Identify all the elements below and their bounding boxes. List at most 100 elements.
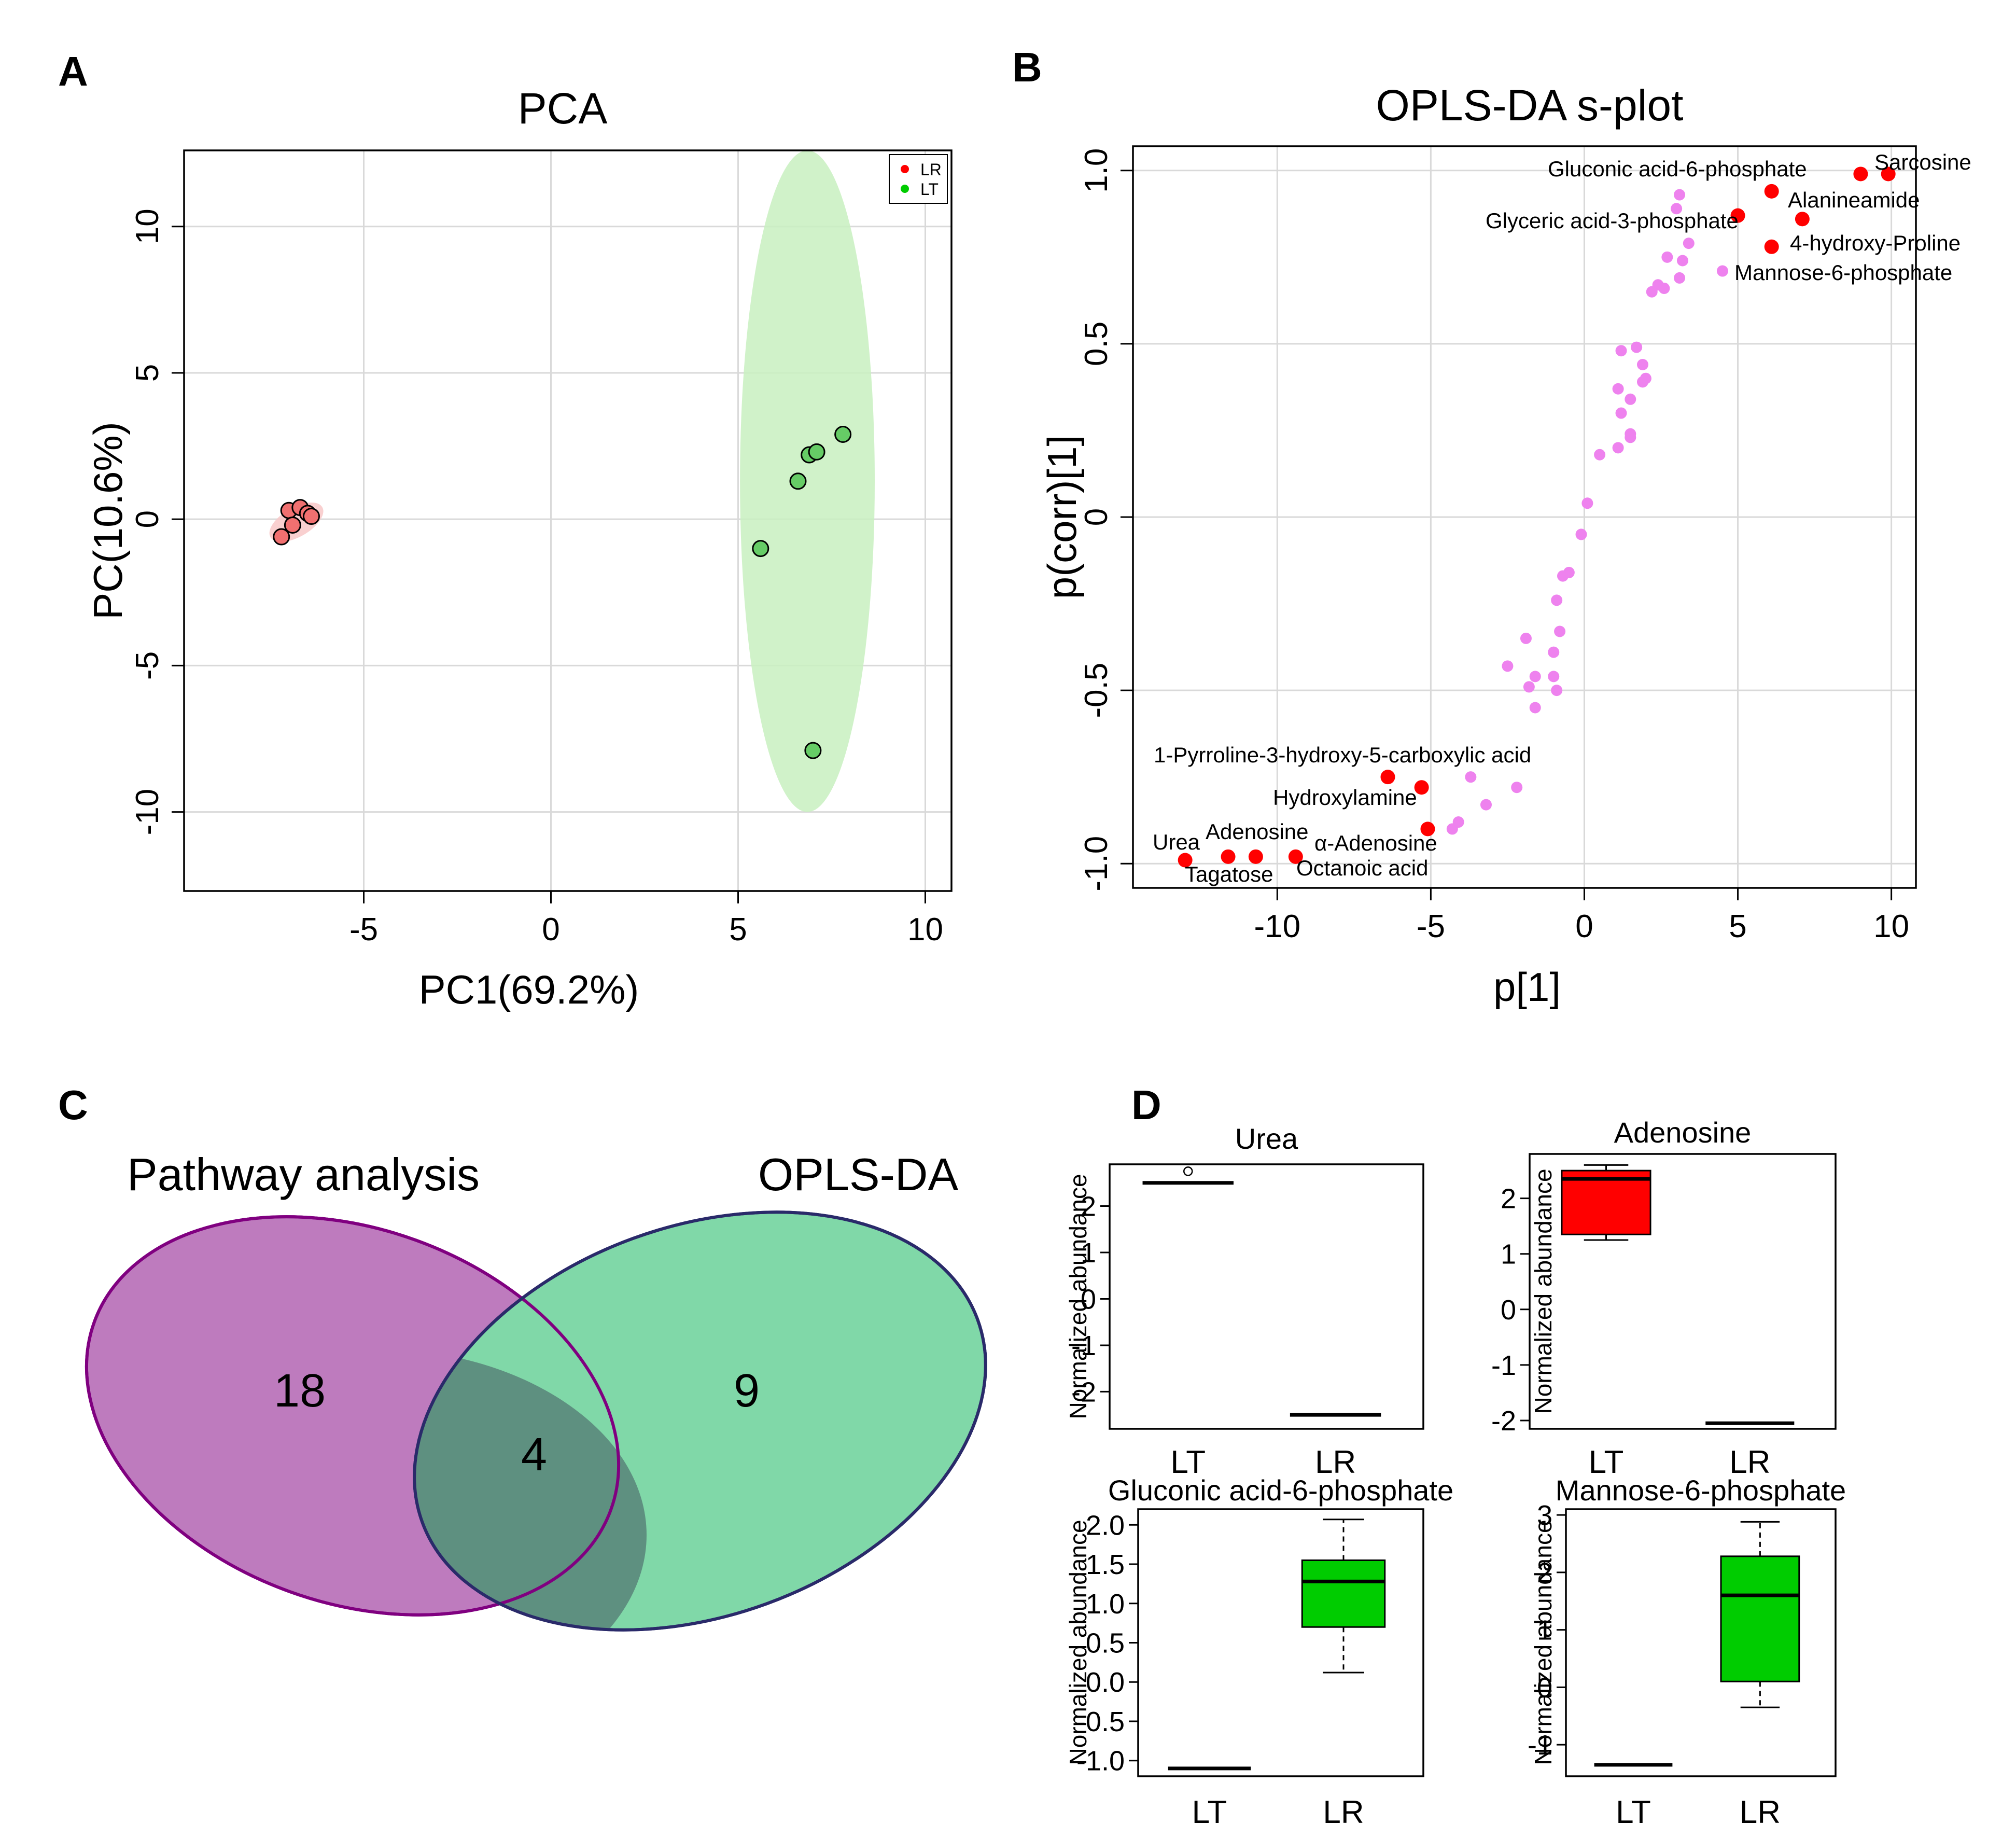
- splot-bg-point-38: [1480, 799, 1492, 811]
- label-4-hydroxy-proline: 4-hydroxy-Proline: [1790, 231, 1961, 255]
- panel-label-b: B: [1012, 44, 1042, 90]
- pca-title: PCA: [518, 84, 608, 133]
- box-adenosine-category-lt: LT: [1589, 1444, 1624, 1480]
- splot-bg-point-26: [1551, 594, 1563, 606]
- box-mannose-6-phosphate-ytick-label-4: -1: [1528, 1730, 1552, 1761]
- label-alpha-adenosine: α-Adenosine: [1314, 831, 1437, 855]
- pca-point-lr-5: [273, 528, 290, 546]
- venn-set-b-title: OPLS-DA: [758, 1149, 959, 1200]
- splot-bg-point-37: [1511, 782, 1523, 793]
- box-gluconic-acid-6-phosphate-category-lr: LR: [1323, 1794, 1364, 1830]
- splot-bg-point-9: [1646, 286, 1658, 298]
- splot-bg-point-11: [1615, 345, 1627, 357]
- label-tagatose: Tagatose: [1185, 862, 1273, 886]
- splot-bg-point-5: [1674, 272, 1686, 284]
- pca-xtick-label--5: -5: [349, 912, 378, 948]
- pca-ytick-label--10: -10: [130, 789, 165, 836]
- box-gluconic-acid-6-phosphate-ytick-label-6: -1.0: [1076, 1746, 1125, 1777]
- label-urea: Urea: [1153, 830, 1200, 854]
- splot-point-4-hydroxy-proline: [1795, 212, 1810, 227]
- venn-count-pathway-only: 18: [274, 1365, 326, 1417]
- splot-ytick-label-3: 0.5: [1079, 322, 1114, 366]
- pca-point-lr-4: [284, 516, 301, 534]
- venn-ellipse-pathway-outline: [85, 1215, 621, 1617]
- splot-grid: [1133, 146, 1916, 888]
- splot-ytick-label-1: -0.5: [1079, 663, 1114, 718]
- pca-plot-frame: [183, 149, 953, 892]
- box-adenosine-y-axis-label: Normalized abundance: [1530, 1168, 1557, 1414]
- pca-point-lt-1: [789, 472, 807, 490]
- legend-lr-marker: [901, 165, 909, 173]
- splot-bg-point-12: [1636, 358, 1648, 370]
- box-adenosine-ytick-label-2: 0: [1501, 1294, 1516, 1326]
- splot-point-glyceric-acid-3-phosphate: [1730, 208, 1745, 223]
- splot-bg-point-36: [1465, 771, 1477, 783]
- splot-bg-point-23: [1575, 528, 1587, 540]
- splot-point-urea: [1178, 853, 1193, 868]
- box-urea-ytick-label-0: 2: [1081, 1191, 1096, 1222]
- splot-point-gluconic-acid-6-phosphate: [1853, 166, 1868, 182]
- box-urea-category-lr: LR: [1315, 1444, 1356, 1480]
- venn-ellipse-oplsda-outline: [413, 1210, 987, 1632]
- box-mannose-6-phosphate-category-lr: LR: [1740, 1794, 1781, 1830]
- splot-chart: OPLS-DA s-plot -10 -5 0 5 10-1.0-0.500.51.0 …: [1039, 81, 1971, 1010]
- box-urea-y-axis-label: Normalized abundance: [1065, 1174, 1091, 1419]
- pca-xtick-label-0: 0: [542, 912, 559, 948]
- splot-bg-point-19: [1625, 431, 1636, 443]
- box-adenosine-ytick-label-3: -1: [1491, 1350, 1516, 1381]
- splot-bg-point-22: [1581, 497, 1593, 509]
- splot-bg-point-15: [1612, 383, 1624, 395]
- pca-points: [273, 425, 852, 759]
- splot-bg-point-10: [1631, 341, 1643, 353]
- panel-label-a: A: [58, 48, 88, 94]
- splot-ticks: -10 -5 0 5 10 -1.0 -0.5 0 0.5 1.0: [1079, 148, 1909, 944]
- splot-ytick-label-0: -1.0: [1079, 836, 1114, 892]
- box-mannose-6-phosphate-box-lr: [1720, 1555, 1800, 1682]
- panel-label-d: D: [1131, 1082, 1161, 1128]
- venn-intersection: [414, 1348, 647, 1630]
- splot-bg-point-30: [1502, 660, 1514, 672]
- splot-x-axis-label: p[1]: [1493, 964, 1561, 1010]
- splot-ytick-label-2: 0: [1079, 508, 1114, 526]
- box-mannose-6-phosphate-ytick-label-0: 3: [1537, 1500, 1552, 1531]
- box-gluconic-acid-6-phosphate-title: Gluconic acid-6-phosphate: [1108, 1474, 1453, 1507]
- splot-title: OPLS-DA s-plot: [1376, 81, 1684, 130]
- pca-ellipses: [269, 150, 875, 812]
- box-mannose-6-phosphate-ytick-label-3: 0: [1537, 1672, 1552, 1703]
- box-mannose-6-phosphate-category-lt: LT: [1616, 1794, 1651, 1830]
- pca-point-lt-5: [804, 742, 822, 759]
- splot-xtick-label-5: 5: [1729, 909, 1746, 944]
- pca-y-axis-label: PC(10.6%): [85, 422, 131, 619]
- legend-lr-label: LR: [920, 160, 942, 179]
- splot-point-octanoic-acid: [1288, 849, 1303, 864]
- label-alanineamide: Alanineamide: [1788, 188, 1920, 212]
- box-mannose-6-phosphate-y-axis-label: Normalized abundance: [1530, 1520, 1557, 1765]
- splot-bg-point-35: [1529, 702, 1541, 714]
- splot-point-hydroxylamine: [1414, 780, 1429, 795]
- venn-diagram: Pathway analysis OPLS-DA 18 4 9: [85, 1149, 987, 1632]
- box-gluconic-acid-6-phosphate-ytick-label-2: 1.0: [1086, 1589, 1125, 1620]
- splot-bg-point-33: [1523, 681, 1535, 693]
- splot-xtick-label-0: 0: [1575, 909, 1593, 944]
- splot-bg-point-21: [1594, 449, 1606, 461]
- pca-xtick-label-10: 10: [907, 912, 943, 948]
- box-gluconic-acid-6-phosphate-ytick-label-1: 1.5: [1086, 1549, 1125, 1580]
- box-gluconic-acid-6-phosphate-box-lr: [1301, 1559, 1386, 1628]
- boxplot-adenosine: Adenosine Normalized abundance 2 1 0 -1 -2 LT LR: [1491, 1116, 1837, 1480]
- box-adenosine-title: Adenosine: [1614, 1116, 1752, 1149]
- pca-ellipse-lt: [740, 150, 875, 812]
- box-adenosine-frame: [1529, 1153, 1837, 1430]
- venn-count-oplsda-only: 9: [734, 1365, 760, 1417]
- pca-xtick-label-5: 5: [729, 912, 747, 948]
- legend-lt-marker: [901, 185, 909, 193]
- splot-ytick-label-4: 1.0: [1079, 148, 1114, 193]
- splot-bg-point-32: [1548, 671, 1560, 683]
- splot-xtick-label--5: -5: [1417, 909, 1445, 944]
- label-glyceric-acid-3-phosphate: Glyceric acid-3-phosphate: [1486, 208, 1739, 233]
- venn-count-intersection: 4: [521, 1429, 547, 1481]
- pca-point-lr-3: [302, 508, 320, 525]
- pca-x-axis-label: PC1(69.2%): [419, 967, 639, 1012]
- splot-highlighted-points: [1178, 166, 1896, 868]
- splot-bg-point-14: [1636, 376, 1648, 388]
